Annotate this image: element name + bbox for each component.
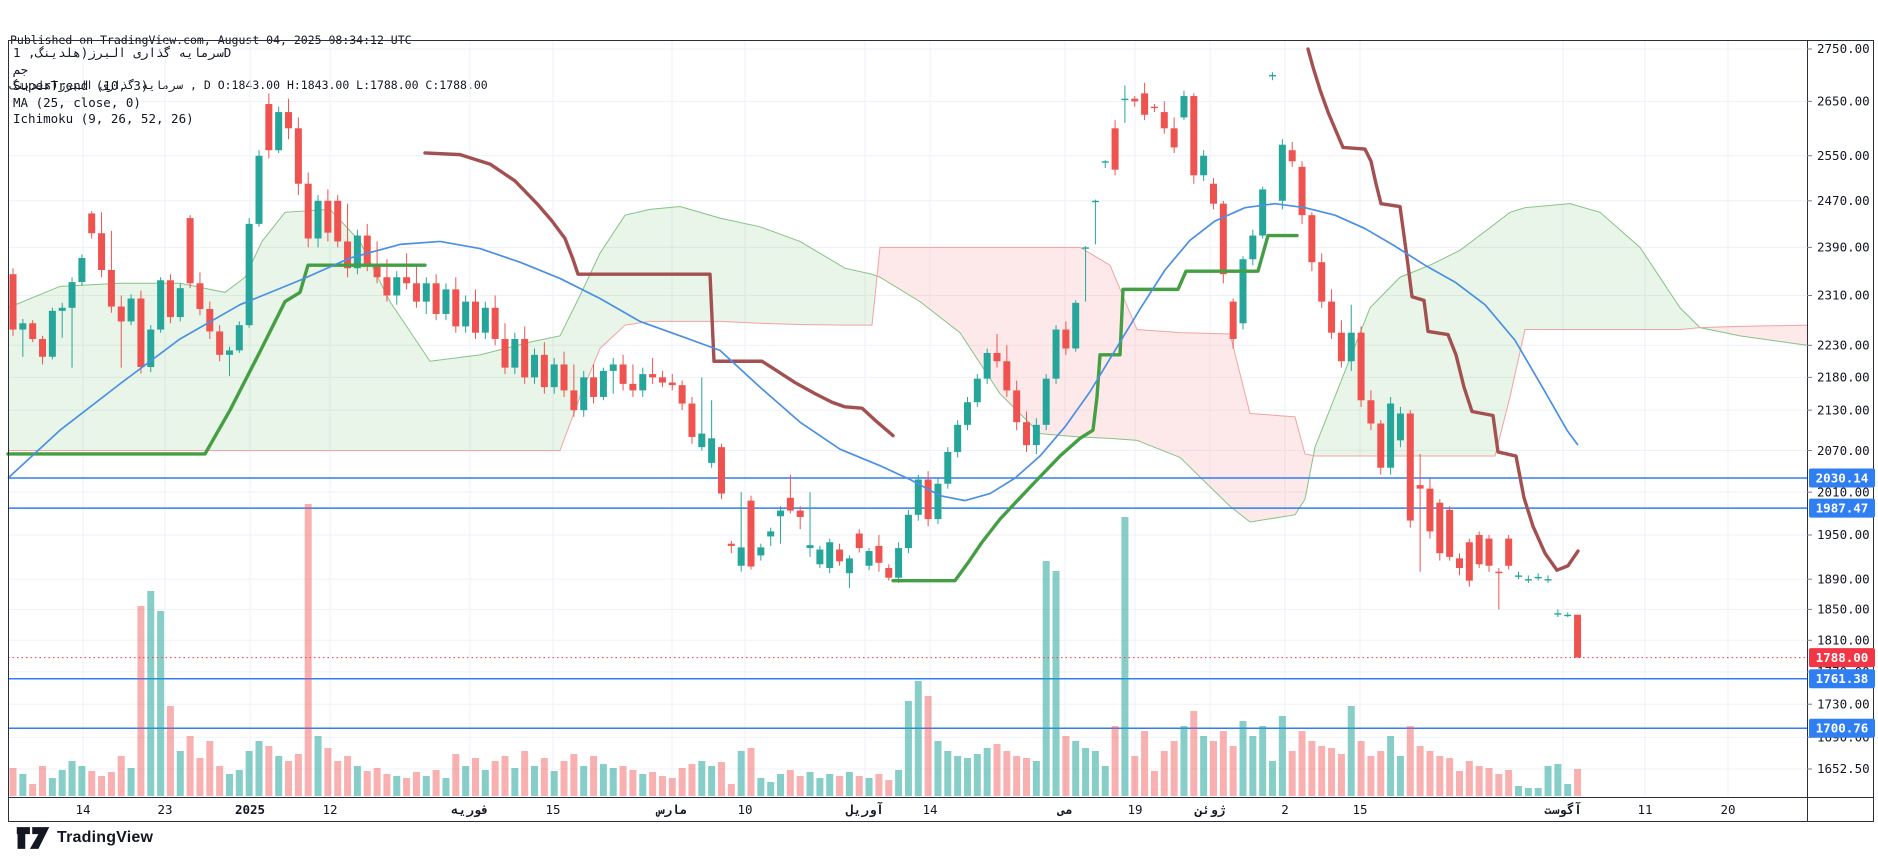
svg-text:10: 10 <box>737 802 752 817</box>
svg-text:20: 20 <box>1720 802 1735 817</box>
svg-text:آوریل: آوریل <box>845 802 884 818</box>
svg-text:14: 14 <box>922 802 937 817</box>
svg-text:1987.47: 1987.47 <box>1816 500 1869 515</box>
svg-text:1950.00: 1950.00 <box>1817 527 1870 542</box>
legend-indicator-ma[interactable]: MA (25, close, 0) <box>13 94 141 110</box>
legend-indicator-ichimoku[interactable]: Ichimoku (9, 26, 52, 26) <box>13 111 194 126</box>
svg-text:23: 23 <box>157 802 172 817</box>
symbol-ohlc-line: سرمایه گذاری البرز(هلدینگ , D O:1843.00 … <box>10 78 488 93</box>
svg-text:1761.38: 1761.38 <box>1816 671 1869 686</box>
symbol-name: سرمایه گذاری البرز(هلدینگ <box>10 78 184 92</box>
svg-text:1810.00: 1810.00 <box>1817 633 1870 648</box>
ma-line <box>7 202 1579 502</box>
tradingview-logo[interactable]: TradingView <box>16 826 153 850</box>
price-badges: 2030.14 1987.47 1761.38 1700.76 1788.00 <box>1809 468 1875 738</box>
ichimoku-cloud <box>7 203 1808 523</box>
svg-text:2: 2 <box>1281 802 1289 817</box>
svg-text:1850.00: 1850.00 <box>1817 602 1870 617</box>
svg-text:2070.00: 2070.00 <box>1817 443 1870 458</box>
svg-text:2550.00: 2550.00 <box>1817 148 1870 163</box>
svg-text:2390.00: 2390.00 <box>1817 240 1870 255</box>
time-axis: 14 23 2025 12 فوریه 15 مارس 10 آوریل 14 می 19 ژوئن 2 1… <box>75 801 1735 818</box>
svg-text:15: 15 <box>1352 802 1367 817</box>
svg-text:2310.00: 2310.00 <box>1817 288 1870 303</box>
svg-text:2025: 2025 <box>235 802 265 817</box>
svg-text:1652.50: 1652.50 <box>1817 761 1870 776</box>
svg-text:1700.76: 1700.76 <box>1816 721 1869 736</box>
svg-text:2750.00: 2750.00 <box>1817 41 1870 56</box>
svg-text:14: 14 <box>75 802 90 817</box>
legend-symbol-subtitle: جم <box>13 61 29 77</box>
svg-text:12: 12 <box>322 802 337 817</box>
svg-text:ژوئن: ژوئن <box>1194 802 1226 818</box>
svg-text:2130.00: 2130.00 <box>1817 402 1870 417</box>
svg-text:2180.00: 2180.00 <box>1817 370 1870 385</box>
legend-symbol-title[interactable]: سرمایه گذاری البرز(هلدینگ, 1D <box>13 45 232 60</box>
chart-frame <box>8 40 1874 822</box>
svg-text:11: 11 <box>1637 802 1652 817</box>
ohlc-values: , D O:1843.00 H:1843.00 L:1788.00 C:1788… <box>183 78 488 92</box>
svg-text:1788.00: 1788.00 <box>1816 650 1869 665</box>
svg-text:2650.00: 2650.00 <box>1817 94 1870 109</box>
supertrend <box>6 47 1580 583</box>
svg-text:1890.00: 1890.00 <box>1817 571 1870 586</box>
svg-text:آگوست: آگوست <box>1544 801 1582 818</box>
svg-text:2230.00: 2230.00 <box>1817 338 1870 353</box>
candles <box>9 72 1582 658</box>
volume-bars <box>9 504 1582 796</box>
tradingview-logo-icon <box>16 827 50 849</box>
svg-text:می: می <box>1056 802 1072 817</box>
svg-text:2030.14: 2030.14 <box>1816 470 1869 485</box>
svg-text:19: 19 <box>1127 802 1142 817</box>
svg-text:2470.00: 2470.00 <box>1817 193 1870 208</box>
svg-text:2010.00: 2010.00 <box>1817 484 1870 499</box>
tradingview-logo-text: TradingView <box>57 829 154 846</box>
svg-text:مارس: مارس <box>655 802 687 818</box>
svg-text:15: 15 <box>545 802 560 817</box>
chart-legend: سرمایه گذاری البرز(هلدینگ, 1D جم SuperTr… <box>13 45 231 128</box>
legend-indicator-supertrend[interactable]: SuperTrend (10, 3) <box>13 78 149 93</box>
svg-text:فوریه: فوریه <box>451 802 489 818</box>
svg-text:1730.00: 1730.00 <box>1817 696 1870 711</box>
